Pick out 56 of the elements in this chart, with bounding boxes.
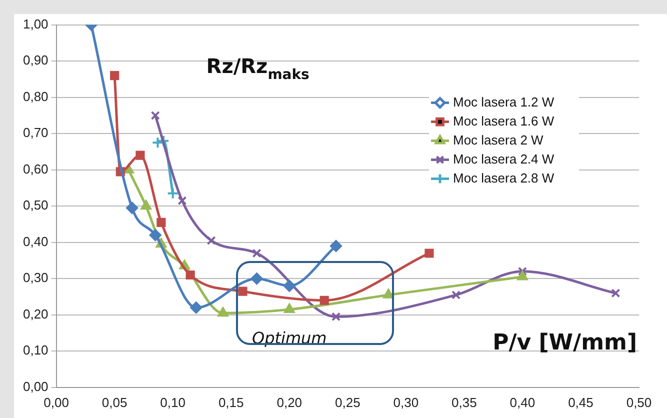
x-tick-label: 0,50 <box>626 394 652 410</box>
y-tick-label: 0,40 <box>22 234 48 249</box>
legend-label: Moc lasera 1.2 W <box>453 94 555 110</box>
x-tick-label: 0,20 <box>276 394 302 410</box>
y-tick-label: 0,30 <box>22 270 48 286</box>
y-tick-label: 0,90 <box>22 52 48 68</box>
y-tick-label: 0,20 <box>22 306 48 322</box>
y-tick-label: 0,50 <box>22 198 48 213</box>
point <box>218 307 228 317</box>
legend-label: Moc lasera 1.6 W <box>453 113 555 128</box>
x-axis-title: P/v [W/mm] <box>492 330 637 356</box>
x-tick-label: 0,10 <box>160 394 186 410</box>
point <box>110 71 120 80</box>
point <box>178 196 187 206</box>
legend-label: Moc lasera 2.4 W <box>453 151 555 166</box>
point <box>284 303 295 313</box>
point <box>149 229 162 242</box>
x-tick-label: 0,30 <box>393 394 419 410</box>
point <box>330 240 342 252</box>
point <box>140 200 152 210</box>
point <box>424 248 434 258</box>
point <box>152 136 164 149</box>
x-tick-label: 0,40 <box>510 394 536 410</box>
x-tick-label: 0,00 <box>44 394 69 410</box>
point <box>518 266 527 276</box>
point <box>136 150 145 160</box>
y-tick-label: 0,70 <box>22 125 48 140</box>
y-tick-label: 0,10 <box>22 342 48 358</box>
point <box>320 296 329 305</box>
point <box>331 312 341 322</box>
y-tick-label: 1,00 <box>22 16 48 32</box>
point <box>283 280 296 292</box>
legend-label: Moc lasera 2 W <box>453 132 544 148</box>
point <box>186 270 195 280</box>
x-tick-label: 0,15 <box>218 394 244 410</box>
x-tick-label: 0,45 <box>568 394 594 410</box>
y-tick-label: 0,00 <box>22 378 48 394</box>
x-tick-label: 0,05 <box>102 394 128 410</box>
point <box>126 202 138 214</box>
y-tick-label: 0,80 <box>22 88 48 104</box>
point <box>150 110 160 120</box>
y-tick-label: 0,60 <box>22 161 48 176</box>
x-tick-label: 0,25 <box>334 394 360 410</box>
x-tick-label: 0,35 <box>452 394 477 410</box>
point <box>383 288 394 298</box>
point <box>451 290 461 300</box>
point <box>250 272 263 285</box>
point <box>611 288 620 298</box>
point <box>156 218 166 227</box>
legend-label: Moc lasera 2.8 W <box>453 170 555 186</box>
point <box>517 270 528 280</box>
point <box>238 286 248 296</box>
point <box>190 302 202 314</box>
point <box>252 248 262 258</box>
point <box>166 187 179 200</box>
point <box>206 236 216 246</box>
